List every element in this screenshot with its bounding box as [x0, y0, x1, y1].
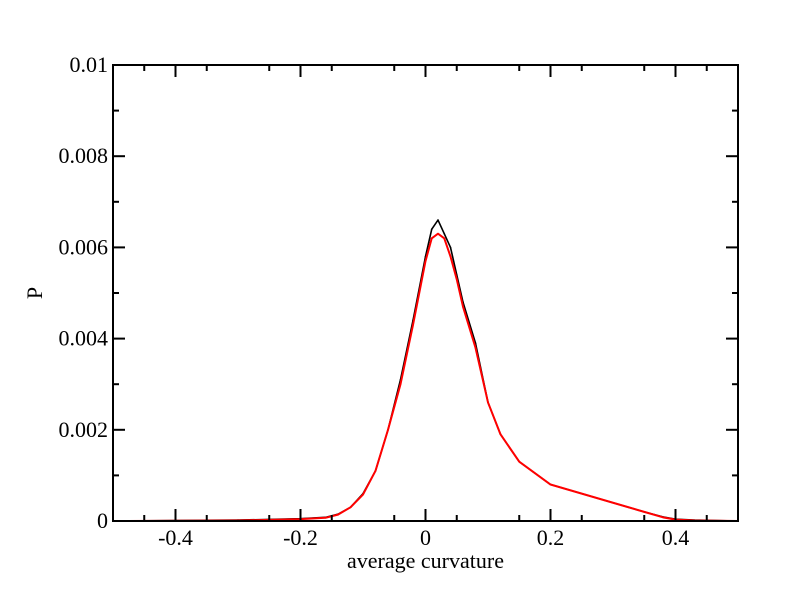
fit-point — [412, 324, 414, 326]
fit-point — [449, 255, 452, 258]
histogram-point — [449, 246, 452, 249]
fit-point — [443, 237, 446, 240]
y-axis-title: P — [22, 287, 47, 299]
x-tick-label: 0 — [420, 525, 431, 550]
fit-point — [518, 460, 521, 463]
fit-point — [374, 470, 377, 472]
histogram-point — [437, 219, 439, 221]
y-tick-label: 0.002 — [59, 417, 109, 442]
y-tick-label: 0 — [97, 508, 108, 533]
fit-point — [430, 237, 433, 240]
histogram-point — [443, 232, 446, 235]
y-tick-label: 0.01 — [70, 52, 109, 77]
fit-point — [399, 383, 402, 386]
x-tick-label: 0.4 — [662, 525, 690, 550]
fit-point — [487, 401, 489, 404]
fit-point — [643, 511, 646, 513]
fit-point — [437, 232, 439, 235]
fit-point — [612, 501, 614, 504]
fit-point — [662, 516, 664, 519]
y-tick-label: 0.006 — [59, 234, 109, 259]
fit-point — [337, 513, 339, 516]
x-axis-title: average curvature — [347, 548, 504, 573]
fit-point — [549, 483, 552, 486]
y-axis-ticks: 0 0.002 0.004 0.006 0.008 0.01 — [59, 52, 738, 533]
y-tick-label: 0.008 — [59, 143, 109, 168]
fit-point — [474, 346, 477, 349]
fit-point — [499, 433, 502, 436]
x-axis-ticks: -0.4 -0.2 0 0.2 0.4 — [143, 65, 708, 550]
histogram-point — [430, 228, 433, 230]
fit-point — [424, 260, 427, 262]
x-tick-label: 0.2 — [537, 525, 565, 550]
fit-point — [387, 429, 389, 431]
fit-point — [324, 517, 327, 519]
y-tick-label: 0.004 — [59, 326, 109, 351]
fit-point — [462, 305, 464, 308]
fit-point — [455, 278, 458, 281]
fit-line — [112, 232, 739, 522]
fit-point — [362, 493, 364, 496]
x-tick-label: -0.2 — [283, 525, 318, 550]
fit-point — [349, 506, 352, 509]
x-tick-label: -0.4 — [158, 525, 193, 550]
fit-point — [580, 492, 583, 495]
plot-frame — [112, 64, 739, 522]
plot-area — [112, 219, 739, 522]
